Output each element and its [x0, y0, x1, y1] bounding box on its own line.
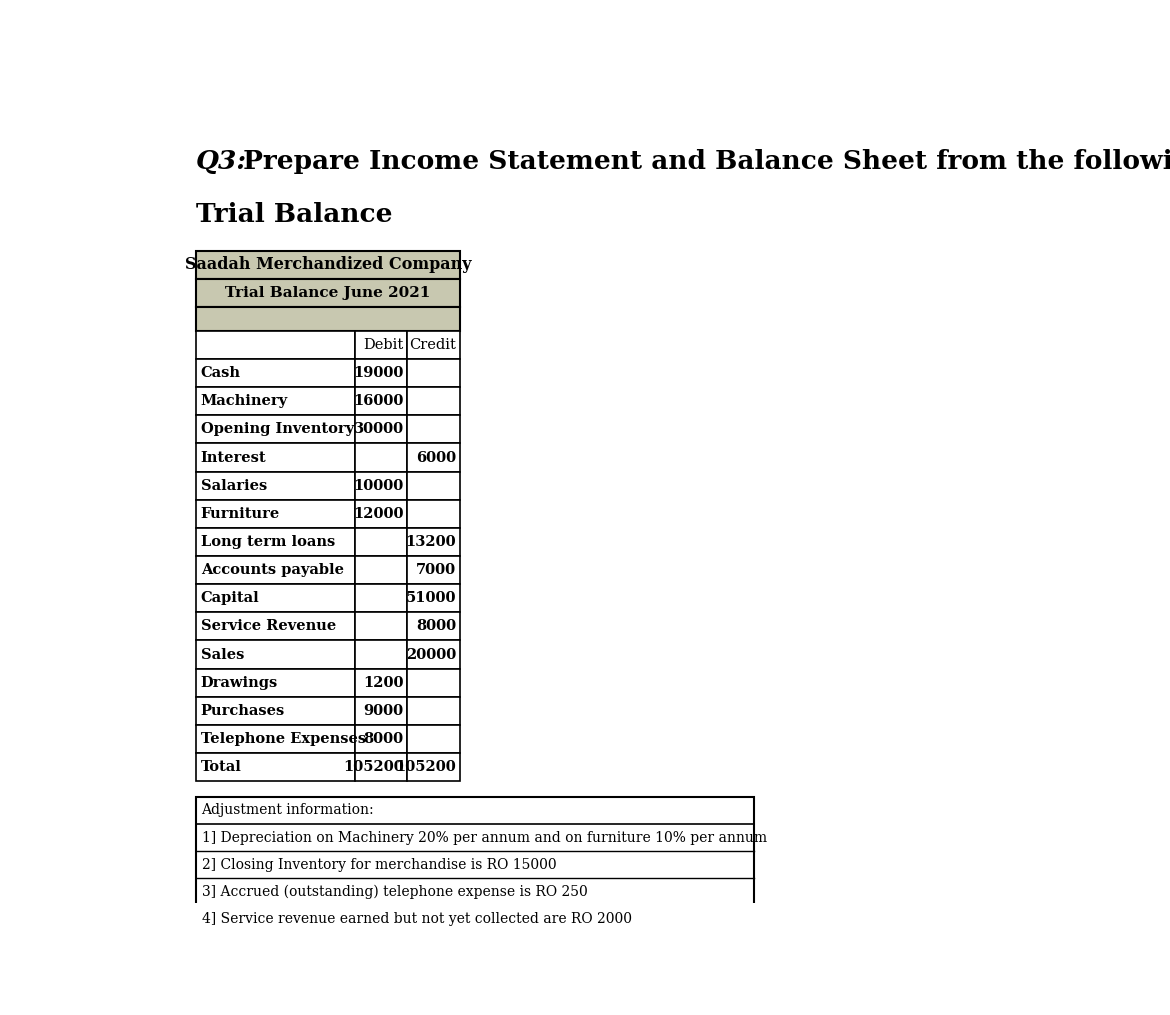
Bar — [407, 753, 460, 782]
Bar — [197, 499, 355, 528]
Text: Q3:: Q3: — [197, 149, 247, 175]
Text: Trial Balance June 2021: Trial Balance June 2021 — [226, 286, 431, 300]
Bar — [197, 444, 355, 472]
Bar — [355, 640, 407, 669]
Bar — [197, 753, 355, 782]
Text: Machinery: Machinery — [201, 394, 288, 408]
Text: 10000: 10000 — [353, 479, 404, 492]
Bar — [407, 528, 460, 556]
Bar — [197, 585, 355, 612]
Text: Salaries: Salaries — [201, 479, 267, 492]
Bar — [407, 640, 460, 669]
Text: Purchases: Purchases — [201, 703, 285, 718]
Bar — [355, 696, 407, 725]
Text: 8000: 8000 — [417, 619, 456, 633]
Bar — [355, 585, 407, 612]
Bar — [355, 331, 407, 359]
Text: Drawings: Drawings — [201, 676, 278, 689]
Bar — [197, 387, 355, 415]
Text: 105200: 105200 — [343, 760, 404, 774]
Bar — [407, 669, 460, 696]
Bar — [197, 472, 355, 499]
Text: Furniture: Furniture — [201, 506, 280, 521]
Bar — [197, 251, 460, 279]
Bar — [407, 499, 460, 528]
Bar — [197, 331, 355, 359]
Text: 105200: 105200 — [395, 760, 456, 774]
Text: Cash: Cash — [201, 366, 241, 381]
Bar — [197, 696, 355, 725]
Bar — [355, 612, 407, 640]
Text: 1] Depreciation on Machinery 20% per annum and on furniture 10% per annum: 1] Depreciation on Machinery 20% per ann… — [201, 830, 766, 844]
Text: 9000: 9000 — [364, 703, 404, 718]
Text: Telephone Expenses: Telephone Expenses — [201, 732, 366, 746]
Text: 8000: 8000 — [364, 732, 404, 746]
Bar — [407, 556, 460, 585]
Bar — [197, 797, 753, 933]
Bar — [355, 499, 407, 528]
Bar — [197, 669, 355, 696]
Bar — [407, 612, 460, 640]
Bar — [355, 725, 407, 753]
Bar — [355, 415, 407, 444]
Text: Interest: Interest — [201, 451, 267, 465]
Text: 51000: 51000 — [406, 591, 456, 605]
Bar — [407, 331, 460, 359]
Bar — [407, 387, 460, 415]
Bar — [407, 472, 460, 499]
Text: Credit: Credit — [410, 338, 456, 352]
Bar — [355, 528, 407, 556]
Bar — [407, 359, 460, 387]
Text: 16000: 16000 — [353, 394, 404, 408]
Bar — [407, 696, 460, 725]
Text: Trial Balance: Trial Balance — [197, 202, 393, 227]
Text: 3] Accrued (outstanding) telephone expense is RO 250: 3] Accrued (outstanding) telephone expen… — [201, 885, 587, 899]
Bar — [197, 640, 355, 669]
Text: Sales: Sales — [201, 648, 245, 662]
Bar — [355, 359, 407, 387]
Text: 13200: 13200 — [406, 535, 456, 549]
Text: Total: Total — [201, 760, 241, 774]
Text: Service Revenue: Service Revenue — [201, 619, 336, 633]
Text: Accounts payable: Accounts payable — [201, 563, 344, 578]
Bar — [355, 444, 407, 472]
Text: 19000: 19000 — [353, 366, 404, 381]
Bar — [197, 359, 355, 387]
Bar — [197, 307, 460, 331]
Text: Adjustment information:: Adjustment information: — [201, 803, 374, 817]
Bar — [355, 669, 407, 696]
Text: 2] Closing Inventory for merchandise is RO 15000: 2] Closing Inventory for merchandise is … — [201, 858, 556, 872]
Bar — [407, 444, 460, 472]
Text: 6000: 6000 — [417, 451, 456, 465]
Bar — [355, 472, 407, 499]
Bar — [407, 585, 460, 612]
Bar — [197, 556, 355, 585]
Bar — [197, 415, 355, 444]
Text: Prepare Income Statement and Balance Sheet from the following: Prepare Income Statement and Balance She… — [234, 149, 1170, 175]
Bar — [407, 725, 460, 753]
Text: 4] Service revenue earned but not yet collected are RO 2000: 4] Service revenue earned but not yet co… — [201, 912, 632, 927]
Bar — [355, 556, 407, 585]
Bar — [197, 528, 355, 556]
Text: 30000: 30000 — [353, 422, 404, 436]
Text: Opening Inventory: Opening Inventory — [201, 422, 353, 436]
Text: Capital: Capital — [201, 591, 260, 605]
Text: Debit: Debit — [364, 338, 404, 352]
Text: 12000: 12000 — [353, 506, 404, 521]
Bar — [197, 279, 460, 307]
Text: 20000: 20000 — [406, 648, 456, 662]
Bar — [197, 725, 355, 753]
Text: Saadah Merchandized Company: Saadah Merchandized Company — [185, 257, 472, 273]
Bar — [355, 753, 407, 782]
Text: 1200: 1200 — [363, 676, 404, 689]
Bar — [197, 612, 355, 640]
Bar — [407, 415, 460, 444]
Text: Long term loans: Long term loans — [201, 535, 335, 549]
Text: 7000: 7000 — [417, 563, 456, 578]
Bar — [355, 387, 407, 415]
